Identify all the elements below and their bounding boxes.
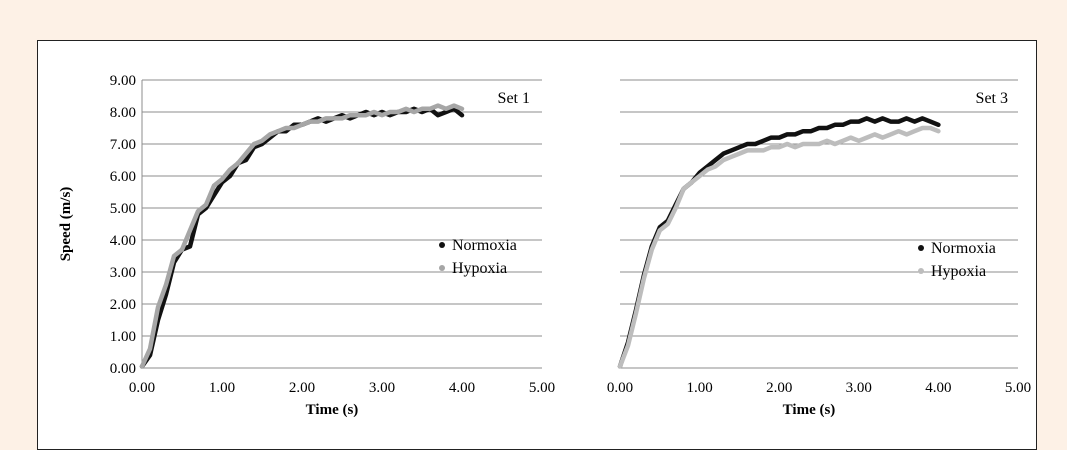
x-tick-label: 4.00 — [925, 380, 951, 396]
y-tick-label: 5.00 — [110, 201, 136, 217]
y-tick-label: 8.00 — [110, 105, 136, 121]
x-tick-label: 5.00 — [1005, 380, 1031, 396]
x-tick-label: 1.00 — [209, 380, 235, 396]
y-tick-label: 7.00 — [110, 137, 136, 153]
y-axis-label: Speed (m/s) — [58, 187, 74, 262]
x-axis-label: Time (s) — [783, 402, 836, 418]
x-tick-label: 2.00 — [766, 380, 792, 396]
y-tick-label: 3.00 — [110, 265, 136, 281]
y-tick-label: 2.00 — [110, 297, 136, 313]
x-tick-label: 0.00 — [607, 380, 633, 396]
x-axis-label: Time (s) — [306, 402, 359, 418]
x-tick-label: 3.00 — [369, 380, 395, 396]
x-tick-label: 1.00 — [686, 380, 712, 396]
set-annotation: Set 3 — [976, 90, 1008, 107]
y-tick-label: 9.00 — [110, 73, 136, 89]
series-line-hypoxia — [617, 125, 941, 369]
x-tick-label: 2.00 — [289, 380, 315, 396]
legend-label-normoxia: Normoxia — [452, 237, 517, 254]
chart-set-1: 0.00 1.00 2.00 3.00 4.00 5.00 6.00 7.00 8.00 9.00… — [58, 73, 555, 418]
legend-label-normoxia: Normoxia — [931, 240, 996, 257]
figure-frame — [37, 40, 1037, 450]
legend-marker-hypoxia — [439, 265, 445, 271]
x-tick-label: 0.00 — [129, 380, 155, 396]
legend-marker-hypoxia — [918, 268, 924, 274]
x-tick-label: 4.00 — [449, 380, 475, 396]
series-line-normoxia — [139, 106, 465, 369]
set-annotation: Set 1 — [498, 90, 530, 107]
y-tick-label: 4.00 — [110, 233, 136, 249]
legend-marker-normoxia — [918, 245, 924, 251]
series-line-hypoxia — [139, 103, 465, 369]
legend-label-hypoxia: Hypoxia — [452, 260, 507, 277]
y-tick-label: 0.00 — [110, 361, 136, 377]
y-tick-label: 6.00 — [110, 169, 136, 185]
x-tick-label: 3.00 — [846, 380, 872, 396]
series-line-normoxia — [617, 116, 941, 369]
x-tick-label: 5.00 — [529, 380, 555, 396]
chart-set-3: 0.00 1.00 2.00 3.00 4.00 5.00 Time (s) Set 3 Nor… — [607, 79, 1031, 418]
legend-label-hypoxia: Hypoxia — [931, 263, 986, 280]
legend-marker-normoxia — [439, 242, 445, 248]
y-tick-label: 1.00 — [110, 329, 136, 345]
charts-figure: 0.00 1.00 2.00 3.00 4.00 5.00 6.00 7.00 8.00 9.00… — [58, 73, 1031, 418]
